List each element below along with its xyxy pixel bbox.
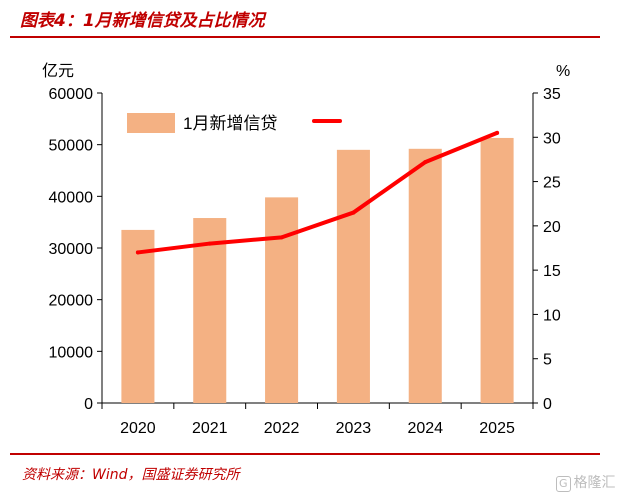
right-tick-label: 25 (543, 175, 561, 192)
line-path (135, 130, 500, 255)
footer-divider (10, 453, 600, 455)
line-point-2020 (135, 250, 140, 255)
source-note: 资料来源：Wind，国盛证券研究所 (22, 467, 240, 483)
left-axis-unit: 亿元 (42, 62, 74, 80)
right-tick-label: 0 (543, 396, 552, 413)
left-tick-label: 10000 (49, 344, 94, 361)
left-y-axis: 0 10000 20000 30000 40000 50000 60000 亿元 (42, 62, 103, 413)
x-tick-label: 2022 (264, 420, 300, 437)
bar-2021 (193, 218, 227, 403)
x-tick-label: 2020 (120, 420, 156, 437)
right-tick-label: 30 (543, 130, 561, 147)
x-tick-label: 2025 (479, 420, 515, 437)
title-divider (10, 36, 600, 38)
x-tick-label: 2024 (407, 420, 443, 437)
bar-series (121, 137, 514, 403)
right-axis-unit: % (556, 63, 570, 80)
bar-2020 (121, 229, 155, 403)
line-series (135, 130, 500, 255)
right-tick-label: 35 (543, 86, 561, 103)
legend-bar-label: 1月新增信贷 (183, 114, 277, 133)
right-tick-label: 15 (543, 263, 561, 280)
watermark-text: 格隆汇 (573, 475, 616, 491)
left-tick-label: 50000 (49, 138, 94, 155)
left-tick-label: 30000 (49, 241, 94, 258)
right-tick-label: 10 (543, 307, 561, 324)
left-tick-label: 40000 (49, 189, 94, 206)
line-point-2022 (279, 235, 284, 240)
watermark: G 格隆汇 (556, 472, 616, 492)
line-point-2023 (351, 210, 356, 215)
left-tick-label: 0 (84, 396, 93, 413)
right-tick-label: 20 (543, 219, 561, 236)
line-point-2024 (423, 160, 428, 165)
x-tick-label: 2023 (336, 420, 372, 437)
line-point-2025 (495, 130, 500, 135)
right-tick-label: 5 (543, 352, 552, 369)
legend-bar-swatch (127, 113, 175, 133)
left-tick-label: 20000 (49, 293, 94, 310)
x-axis: 2020 2021 2022 2023 2024 2025 (101, 402, 534, 437)
chart-title: 图表4：1月新增信贷及占比情况 (20, 11, 265, 31)
right-y-axis: 0 5 10 15 20 25 30 35% (532, 63, 570, 413)
x-tick-label: 2021 (192, 420, 228, 437)
watermark-logo-icon: G (556, 476, 571, 492)
legend: 1月新增信贷 (127, 113, 342, 133)
bar-2024 (408, 148, 442, 403)
line-point-2021 (207, 241, 212, 246)
bar-2022 (265, 197, 299, 403)
bar-2023 (336, 149, 370, 403)
left-tick-label: 60000 (49, 86, 94, 103)
bar-2025 (480, 137, 514, 403)
